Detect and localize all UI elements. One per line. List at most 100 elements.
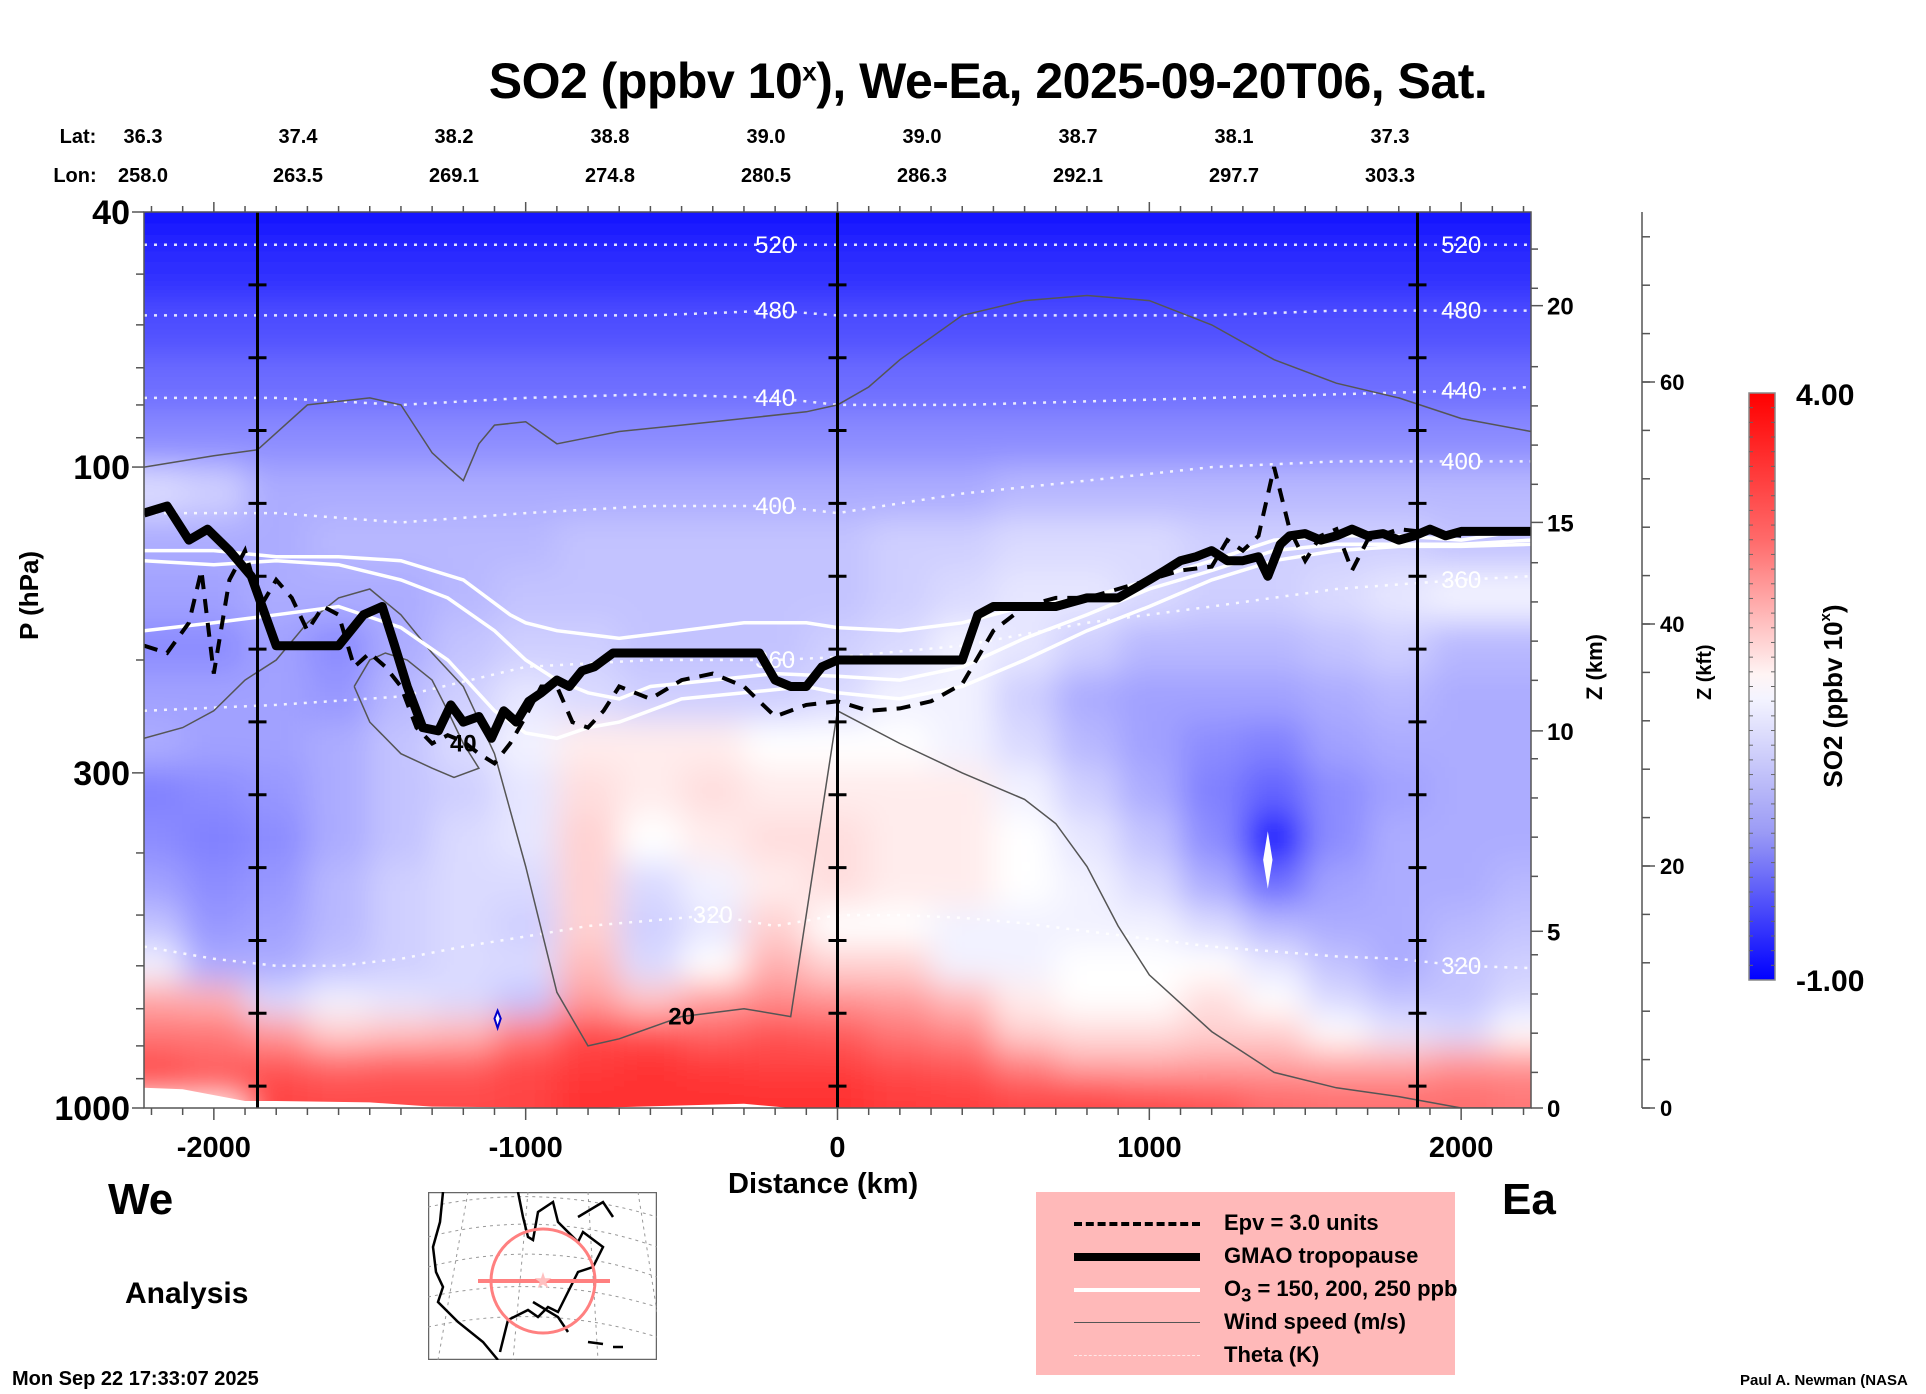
- field-cell: [1492, 1075, 1531, 1099]
- field-cell: [144, 212, 184, 245]
- field-cell: [868, 568, 933, 623]
- field-cell: [1055, 243, 1120, 301]
- field-cell: [1242, 355, 1307, 414]
- field-cell: [619, 299, 683, 357]
- field-cell: [556, 243, 621, 301]
- field-cell: [307, 1075, 371, 1099]
- x-tick-label: 2000: [1429, 1132, 1494, 1164]
- field-cell: [1367, 465, 1431, 518]
- field-cell: [307, 412, 371, 467]
- field-cell: [1492, 1097, 1531, 1108]
- field-cell: [931, 1075, 995, 1099]
- field-cell: [619, 905, 683, 947]
- field-cell: [1118, 767, 1182, 816]
- field-cell: [1180, 621, 1244, 674]
- field-cell: [931, 212, 995, 245]
- field-cell: [1055, 1075, 1120, 1099]
- field-cell: [182, 355, 247, 414]
- field-cell: [307, 767, 371, 816]
- field-cell: [1492, 1016, 1531, 1049]
- field-cell: [619, 568, 683, 623]
- field-cell: [307, 212, 371, 245]
- field-cell: [868, 1097, 933, 1108]
- field-cell: [1118, 355, 1182, 414]
- z-kft-tick-label: 40: [1660, 612, 1684, 637]
- field-cell: [1492, 814, 1531, 864]
- field-cell: [1429, 412, 1494, 467]
- field-cell: [1055, 355, 1120, 414]
- field-cell: [144, 862, 184, 907]
- field-cell: [556, 814, 621, 864]
- z-kft-tick-label: 60: [1660, 370, 1684, 395]
- field-cell: [369, 299, 434, 357]
- contour-label: 320: [1441, 953, 1481, 980]
- field-cell: [432, 905, 496, 947]
- field-cell: [1055, 672, 1120, 723]
- field-cell: [931, 905, 995, 947]
- field-cell: [1118, 299, 1182, 357]
- lon-value: 269.1: [428, 165, 480, 187]
- z-km-tick-label: 5: [1547, 919, 1560, 946]
- field-cell: [1492, 355, 1531, 414]
- lon-value: 303.3: [1364, 165, 1416, 187]
- contour-label: 520: [1441, 232, 1481, 259]
- field-cell: [1055, 983, 1120, 1018]
- field-cell: [1429, 299, 1494, 357]
- field-cell: [369, 465, 434, 518]
- field-cell: [144, 568, 184, 623]
- field-cell: [1180, 862, 1244, 907]
- field-cell: [1180, 243, 1244, 301]
- field-cell: [1429, 945, 1494, 985]
- field-cell: [681, 767, 745, 816]
- field-cell: [1492, 672, 1531, 723]
- x-tick-label: -1000: [489, 1132, 563, 1164]
- lon-value: 263.5: [272, 165, 324, 187]
- field-cell: [1180, 721, 1244, 769]
- field-cell: [681, 814, 745, 864]
- legend-label: Theta (K): [1224, 1342, 1320, 1367]
- z-km-axis-label: Z (km): [1582, 634, 1607, 700]
- field-cell: [619, 355, 683, 414]
- field-cell: [307, 983, 371, 1018]
- legend-label: Wind speed (m/s): [1224, 1309, 1406, 1334]
- field-cell: [1429, 721, 1494, 769]
- field-cell: [182, 465, 247, 518]
- lat-value: 39.0: [902, 126, 942, 148]
- series-o3-200-ppb: [144, 538, 1531, 701]
- field-cell: [182, 905, 247, 947]
- field-cell: [931, 243, 995, 301]
- field-cell: [1118, 814, 1182, 864]
- field-cell: [307, 862, 371, 907]
- series-wind-speed-40: [353, 652, 481, 779]
- field-cell: [1118, 1016, 1182, 1049]
- field-cell: [743, 767, 808, 816]
- field-cell: [743, 212, 808, 245]
- field-cell: [1180, 299, 1244, 357]
- y-tick-label: 100: [73, 449, 130, 487]
- field-cell: [245, 672, 309, 723]
- field-cell: [1055, 516, 1120, 570]
- series-epv-3-0-units: [144, 466, 1462, 767]
- field-cell: [494, 945, 558, 985]
- field-cell: [868, 1016, 933, 1049]
- y-tick-label: 300: [73, 755, 130, 793]
- legend: Epv = 3.0 units GMAO tropopause O3 = 150…: [1036, 1192, 1457, 1375]
- field-cell: [494, 814, 558, 864]
- field-cell: [1242, 905, 1307, 947]
- z-kft-tick-label: 20: [1660, 854, 1684, 879]
- field-cell: [1118, 1075, 1182, 1099]
- field-cell: [1118, 212, 1182, 245]
- so2-local-marker: [493, 1008, 502, 1032]
- field-cell: [369, 945, 434, 985]
- field-cell: [681, 1075, 745, 1099]
- field-cell: [182, 1047, 247, 1077]
- field-cell: [144, 1016, 184, 1049]
- field-cell: [1367, 983, 1431, 1018]
- field-cell: [1242, 767, 1307, 816]
- thick-line-swatch: [1074, 1253, 1200, 1261]
- field-cell: [556, 767, 621, 816]
- colorbar-ticks: [1749, 407, 1775, 966]
- field-cell: [1367, 412, 1431, 467]
- field-cell: [1180, 355, 1244, 414]
- field-cell: [1367, 672, 1431, 723]
